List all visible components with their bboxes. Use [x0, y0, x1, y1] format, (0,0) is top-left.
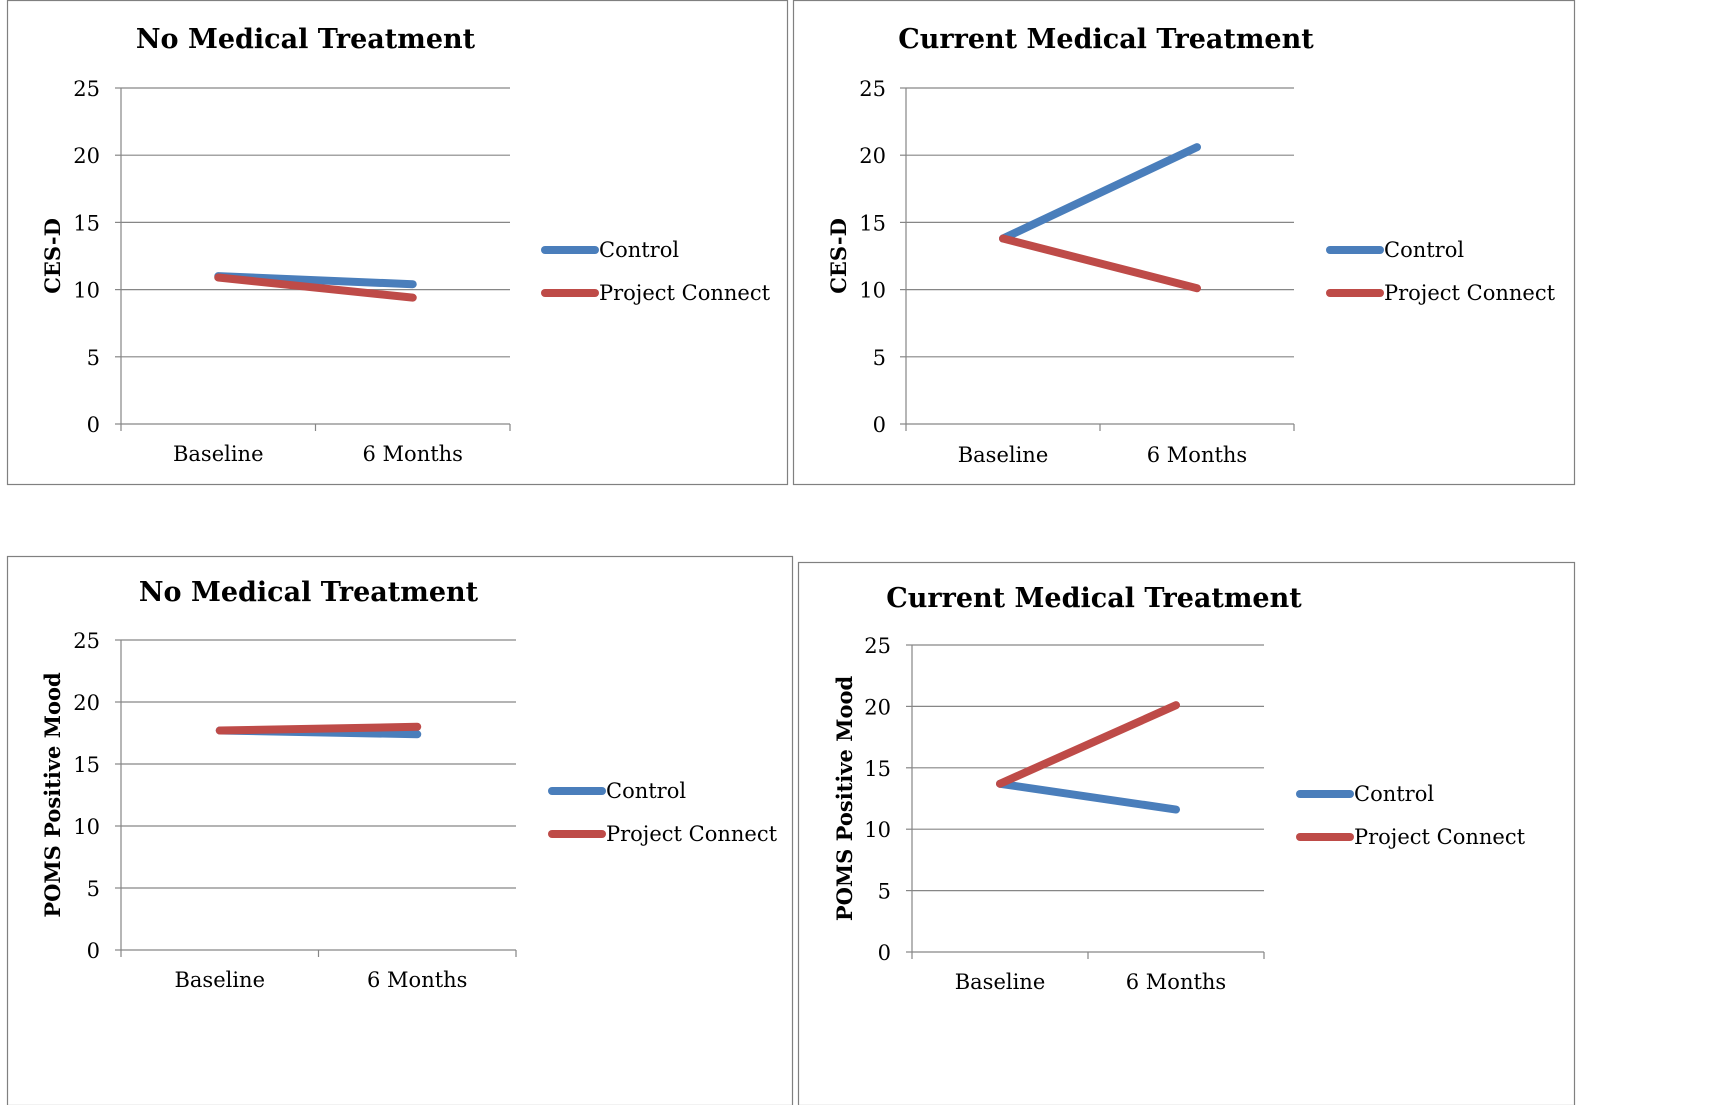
y-tick-label: 15 [859, 211, 886, 235]
y-tick-label: 5 [87, 346, 100, 370]
y-axis-label: POMS Positive Mood [40, 672, 65, 918]
y-tick-label: 0 [873, 413, 886, 437]
y-tick-label: 15 [73, 211, 100, 235]
y-tick-label: 15 [73, 753, 100, 777]
legend-label: Project Connect [606, 822, 778, 846]
legend-label: Control [1384, 238, 1464, 262]
x-tick-label: 6 Months [367, 968, 467, 992]
series-line-project-connect [215, 722, 422, 735]
series-line-control [999, 143, 1201, 243]
chart-title: No Medical Treatment [139, 577, 479, 608]
x-tick-label: Baseline [174, 968, 265, 992]
x-tick-label: Baseline [173, 442, 264, 466]
legend-label: Project Connect [1354, 825, 1526, 849]
y-tick-label: 25 [73, 77, 100, 101]
series-line-project-connect [999, 234, 1201, 293]
x-tick-label: 6 Months [1126, 970, 1226, 994]
y-tick-label: 0 [87, 939, 100, 963]
y-tick-label: 0 [87, 413, 100, 437]
legend-label: Control [599, 238, 679, 262]
series-line-project-connect [214, 273, 417, 302]
x-tick-label: Baseline [955, 970, 1046, 994]
legend-label: Control [1354, 782, 1434, 806]
y-axis-label: POMS Positive Mood [832, 676, 857, 922]
y-tick-label: 5 [87, 877, 100, 901]
y-tick-label: 5 [873, 346, 886, 370]
y-axis-label: CES-D [40, 218, 65, 294]
chart-title: No Medical Treatment [136, 24, 476, 55]
legend-label: Project Connect [599, 281, 771, 305]
legend-label: Control [606, 779, 686, 803]
series-line-project-connect [996, 701, 1180, 788]
y-tick-label: 25 [859, 77, 886, 101]
panel-border [797, 561, 1576, 1105]
series-line-control [996, 779, 1180, 814]
y-tick-label: 10 [73, 815, 100, 839]
panel-border [6, 555, 794, 1105]
panel-border [792, 0, 1576, 486]
y-tick-label: 0 [878, 941, 891, 965]
y-tick-label: 25 [73, 629, 100, 653]
y-axis-label: CES-D [826, 218, 851, 294]
x-tick-label: 6 Months [1147, 443, 1247, 467]
legend-label: Project Connect [1384, 281, 1556, 305]
chart-panel-4: Current Medical Treatment 0 5 10 15 20 25 Basel… [797, 561, 1576, 1105]
x-tick-label: 6 Months [363, 442, 463, 466]
x-tick-label: Baseline [958, 443, 1049, 467]
y-tick-label: 20 [73, 144, 100, 168]
chart-title: Current Medical Treatment [886, 583, 1302, 614]
y-tick-label: 10 [864, 818, 891, 842]
chart-panel-1: No Medical Treatment 0 5 10 15 20 25 Baseline 6 … [6, 0, 789, 486]
panel-border [6, 0, 789, 486]
y-tick-label: 10 [859, 279, 886, 303]
y-tick-label: 15 [864, 757, 891, 781]
chart-panel-3: No Medical Treatment 0 5 10 15 20 25 Baseline 6 … [6, 555, 794, 1105]
y-tick-label: 20 [859, 144, 886, 168]
chart-title: Current Medical Treatment [898, 24, 1314, 55]
y-tick-label: 20 [864, 695, 891, 719]
y-tick-label: 20 [73, 691, 100, 715]
y-tick-label: 10 [73, 279, 100, 303]
y-tick-label: 25 [864, 634, 891, 658]
chart-panel-2: Current Medical Treatment 0 5 10 15 20 25 Basel… [792, 0, 1576, 486]
y-tick-label: 5 [878, 880, 891, 904]
